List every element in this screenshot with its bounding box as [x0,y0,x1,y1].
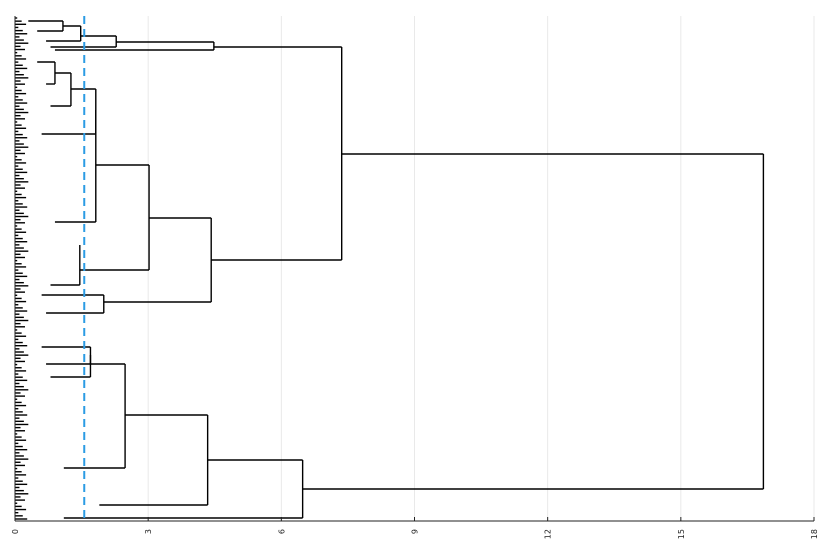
x-tick-label: 15 [677,529,686,539]
x-tick-label: 12 [544,529,553,539]
x-tick-label: 0 [11,529,20,534]
x-tick-label: 3 [144,529,153,534]
dendrogram-tree [15,17,765,520]
grid [14,16,815,521]
x-tick-label: 18 [810,529,819,539]
x-tick-label: 9 [411,529,420,534]
x-tick-label: 6 [277,529,286,534]
x-axis: 0 3 6 9 12 15 18 [11,16,819,539]
